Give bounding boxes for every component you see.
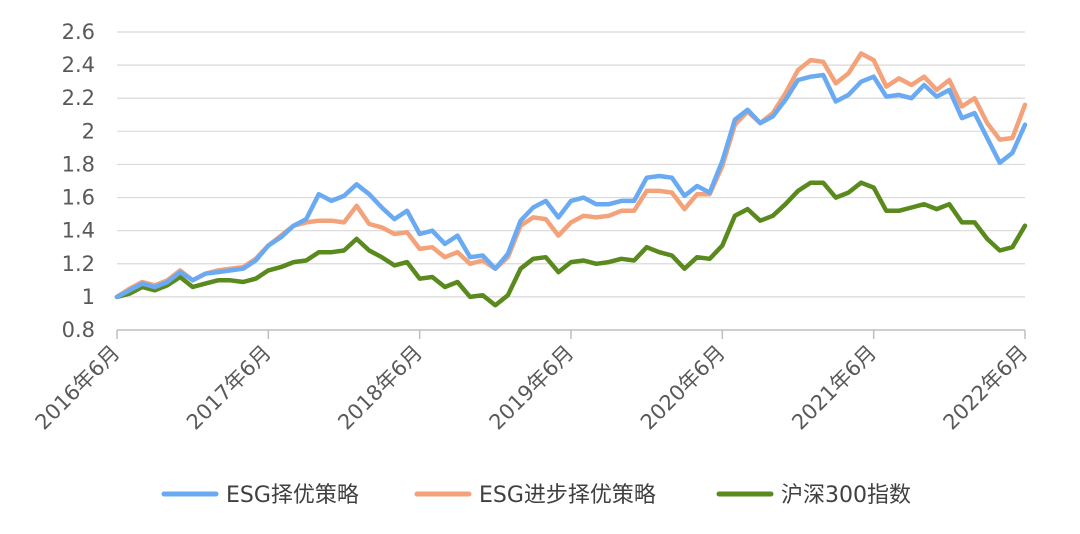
x-tick-label: 2017年6月: [182, 341, 276, 435]
x-tick-label: 2021年6月: [787, 341, 881, 435]
y-tick-label: 1.4: [62, 219, 95, 243]
series-lines: [114, 51, 1028, 308]
legend-label-0: ESG择优策略: [226, 483, 359, 508]
x-tick-label: 2022年6月: [939, 341, 1033, 435]
legend-label-1: ESG进步择优策略: [479, 483, 656, 508]
y-tick-label: 2: [82, 119, 95, 143]
x-tick-label: 2016年6月: [31, 341, 125, 435]
y-tick-label: 2.2: [62, 86, 95, 110]
series-line-0: [114, 72, 1028, 300]
x-tick-label: 2019年6月: [485, 341, 579, 435]
legend: ESG择优策略 ESG进步择优策略 沪深300指数: [161, 483, 911, 508]
grid-lines: [117, 31, 1025, 298]
y-tick-label: 1: [82, 285, 95, 309]
series-line-2: [114, 180, 1028, 308]
y-tick-label: 1.2: [62, 252, 95, 276]
x-tick-label: 2018年6月: [333, 341, 427, 435]
y-tick-label: 0.8: [62, 318, 95, 342]
x-axis: 2016年6月 2017年6月 2018年6月 2019年6月 2020年6月 2021年…: [31, 329, 1033, 435]
legend-label-2: 沪深300指数: [781, 483, 911, 508]
y-axis-ticks: 0.8 1 1.2 1.4 1.6 1.8 2 2.2 2.4 2.6: [62, 20, 95, 342]
y-tick-label: 2.6: [62, 20, 95, 44]
x-tick-label: 2020年6月: [636, 341, 730, 435]
y-tick-label: 1.8: [62, 152, 95, 176]
y-tick-label: 2.4: [62, 53, 95, 77]
y-tick-label: 1.6: [62, 186, 95, 210]
